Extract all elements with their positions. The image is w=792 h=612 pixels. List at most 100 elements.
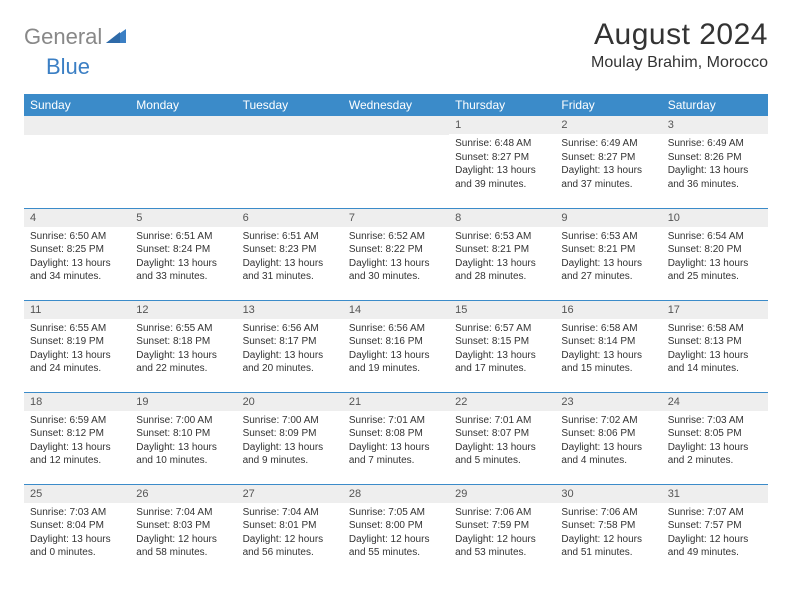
day-number: 27 xyxy=(237,485,343,503)
day-number: 29 xyxy=(449,485,555,503)
day-cell: 29Sunrise: 7:06 AMSunset: 7:59 PMDayligh… xyxy=(449,484,555,576)
day-cell: 28Sunrise: 7:05 AMSunset: 8:00 PMDayligh… xyxy=(343,484,449,576)
day-cell: 19Sunrise: 7:00 AMSunset: 8:10 PMDayligh… xyxy=(130,392,236,484)
sunset-text: Sunset: 8:24 PM xyxy=(136,243,230,257)
day-cell: 9Sunrise: 6:53 AMSunset: 8:21 PMDaylight… xyxy=(555,208,661,300)
daylight-text: Daylight: 13 hours and 37 minutes. xyxy=(561,164,655,191)
day-cell: 23Sunrise: 7:02 AMSunset: 8:06 PMDayligh… xyxy=(555,392,661,484)
daylight-text: Daylight: 13 hours and 19 minutes. xyxy=(349,349,443,376)
sunset-text: Sunset: 8:01 PM xyxy=(243,519,337,533)
day-number: 21 xyxy=(343,393,449,411)
sunrise-text: Sunrise: 7:06 AM xyxy=(455,506,549,520)
sunrise-text: Sunrise: 7:00 AM xyxy=(136,414,230,428)
day-number: 5 xyxy=(130,209,236,227)
weekday-header: Sunday xyxy=(24,94,130,116)
day-number: 19 xyxy=(130,393,236,411)
day-details: Sunrise: 6:56 AMSunset: 8:17 PMDaylight:… xyxy=(237,319,343,380)
day-number: 3 xyxy=(662,116,768,134)
day-cell: 15Sunrise: 6:57 AMSunset: 8:15 PMDayligh… xyxy=(449,300,555,392)
day-cell: 3Sunrise: 6:49 AMSunset: 8:26 PMDaylight… xyxy=(662,116,768,208)
daylight-text: Daylight: 13 hours and 30 minutes. xyxy=(349,257,443,284)
sunrise-text: Sunrise: 7:04 AM xyxy=(243,506,337,520)
day-cell: 6Sunrise: 6:51 AMSunset: 8:23 PMDaylight… xyxy=(237,208,343,300)
day-cell xyxy=(130,116,236,208)
weekday-header: Monday xyxy=(130,94,236,116)
sunrise-text: Sunrise: 6:54 AM xyxy=(668,230,762,244)
day-cell: 27Sunrise: 7:04 AMSunset: 8:01 PMDayligh… xyxy=(237,484,343,576)
day-details: Sunrise: 7:00 AMSunset: 8:09 PMDaylight:… xyxy=(237,411,343,472)
daylight-text: Daylight: 13 hours and 2 minutes. xyxy=(668,441,762,468)
day-number: 8 xyxy=(449,209,555,227)
day-cell: 26Sunrise: 7:04 AMSunset: 8:03 PMDayligh… xyxy=(130,484,236,576)
daylight-text: Daylight: 13 hours and 39 minutes. xyxy=(455,164,549,191)
day-cell: 25Sunrise: 7:03 AMSunset: 8:04 PMDayligh… xyxy=(24,484,130,576)
day-cell: 14Sunrise: 6:56 AMSunset: 8:16 PMDayligh… xyxy=(343,300,449,392)
sunrise-text: Sunrise: 7:02 AM xyxy=(561,414,655,428)
day-details: Sunrise: 6:52 AMSunset: 8:22 PMDaylight:… xyxy=(343,227,449,288)
day-number: 30 xyxy=(555,485,661,503)
daylight-text: Daylight: 12 hours and 58 minutes. xyxy=(136,533,230,560)
title-block: August 2024 Moulay Brahim, Morocco xyxy=(591,18,768,72)
day-details: Sunrise: 6:58 AMSunset: 8:13 PMDaylight:… xyxy=(662,319,768,380)
empty-day-number xyxy=(237,116,343,135)
sunset-text: Sunset: 8:21 PM xyxy=(455,243,549,257)
calendar-week-row: 18Sunrise: 6:59 AMSunset: 8:12 PMDayligh… xyxy=(24,392,768,484)
day-number: 13 xyxy=(237,301,343,319)
brand-triangle-icon xyxy=(106,27,126,48)
sunset-text: Sunset: 8:13 PM xyxy=(668,335,762,349)
daylight-text: Daylight: 13 hours and 7 minutes. xyxy=(349,441,443,468)
calendar-page: General August 2024 Moulay Brahim, Moroc… xyxy=(0,0,792,588)
sunset-text: Sunset: 8:18 PM xyxy=(136,335,230,349)
sunrise-text: Sunrise: 7:00 AM xyxy=(243,414,337,428)
sunset-text: Sunset: 8:00 PM xyxy=(349,519,443,533)
sunrise-text: Sunrise: 7:07 AM xyxy=(668,506,762,520)
day-cell: 1Sunrise: 6:48 AMSunset: 8:27 PMDaylight… xyxy=(449,116,555,208)
calendar-week-row: 11Sunrise: 6:55 AMSunset: 8:19 PMDayligh… xyxy=(24,300,768,392)
calendar-week-row: 1Sunrise: 6:48 AMSunset: 8:27 PMDaylight… xyxy=(24,116,768,208)
day-details: Sunrise: 6:55 AMSunset: 8:18 PMDaylight:… xyxy=(130,319,236,380)
daylight-text: Daylight: 13 hours and 28 minutes. xyxy=(455,257,549,284)
sunset-text: Sunset: 8:09 PM xyxy=(243,427,337,441)
day-number: 16 xyxy=(555,301,661,319)
sunset-text: Sunset: 7:59 PM xyxy=(455,519,549,533)
day-details: Sunrise: 7:07 AMSunset: 7:57 PMDaylight:… xyxy=(662,503,768,564)
sunset-text: Sunset: 7:57 PM xyxy=(668,519,762,533)
sunset-text: Sunset: 8:22 PM xyxy=(349,243,443,257)
day-number: 20 xyxy=(237,393,343,411)
day-details: Sunrise: 6:57 AMSunset: 8:15 PMDaylight:… xyxy=(449,319,555,380)
weekday-header: Wednesday xyxy=(343,94,449,116)
day-details: Sunrise: 6:49 AMSunset: 8:26 PMDaylight:… xyxy=(662,134,768,195)
day-details: Sunrise: 7:01 AMSunset: 8:08 PMDaylight:… xyxy=(343,411,449,472)
daylight-text: Daylight: 12 hours and 55 minutes. xyxy=(349,533,443,560)
sunrise-text: Sunrise: 6:53 AM xyxy=(561,230,655,244)
location: Moulay Brahim, Morocco xyxy=(591,54,768,72)
day-cell: 18Sunrise: 6:59 AMSunset: 8:12 PMDayligh… xyxy=(24,392,130,484)
day-number: 4 xyxy=(24,209,130,227)
day-number: 14 xyxy=(343,301,449,319)
sunset-text: Sunset: 7:58 PM xyxy=(561,519,655,533)
brand-part2: Blue xyxy=(46,54,90,80)
day-number: 31 xyxy=(662,485,768,503)
calendar-body: 1Sunrise: 6:48 AMSunset: 8:27 PMDaylight… xyxy=(24,116,768,576)
day-details: Sunrise: 6:54 AMSunset: 8:20 PMDaylight:… xyxy=(662,227,768,288)
sunrise-text: Sunrise: 7:01 AM xyxy=(455,414,549,428)
day-cell xyxy=(24,116,130,208)
day-cell: 2Sunrise: 6:49 AMSunset: 8:27 PMDaylight… xyxy=(555,116,661,208)
daylight-text: Daylight: 12 hours and 51 minutes. xyxy=(561,533,655,560)
day-details: Sunrise: 6:48 AMSunset: 8:27 PMDaylight:… xyxy=(449,134,555,195)
sunset-text: Sunset: 8:08 PM xyxy=(349,427,443,441)
daylight-text: Daylight: 13 hours and 22 minutes. xyxy=(136,349,230,376)
sunrise-text: Sunrise: 6:58 AM xyxy=(668,322,762,336)
sunrise-text: Sunrise: 7:06 AM xyxy=(561,506,655,520)
daylight-text: Daylight: 13 hours and 36 minutes. xyxy=(668,164,762,191)
sunrise-text: Sunrise: 6:49 AM xyxy=(668,137,762,151)
day-details: Sunrise: 7:03 AMSunset: 8:04 PMDaylight:… xyxy=(24,503,130,564)
day-details: Sunrise: 7:05 AMSunset: 8:00 PMDaylight:… xyxy=(343,503,449,564)
sunrise-text: Sunrise: 7:03 AM xyxy=(30,506,124,520)
day-number: 23 xyxy=(555,393,661,411)
day-details: Sunrise: 7:06 AMSunset: 7:59 PMDaylight:… xyxy=(449,503,555,564)
sunrise-text: Sunrise: 6:58 AM xyxy=(561,322,655,336)
sunrise-text: Sunrise: 6:52 AM xyxy=(349,230,443,244)
day-details: Sunrise: 6:59 AMSunset: 8:12 PMDaylight:… xyxy=(24,411,130,472)
day-details: Sunrise: 6:51 AMSunset: 8:24 PMDaylight:… xyxy=(130,227,236,288)
